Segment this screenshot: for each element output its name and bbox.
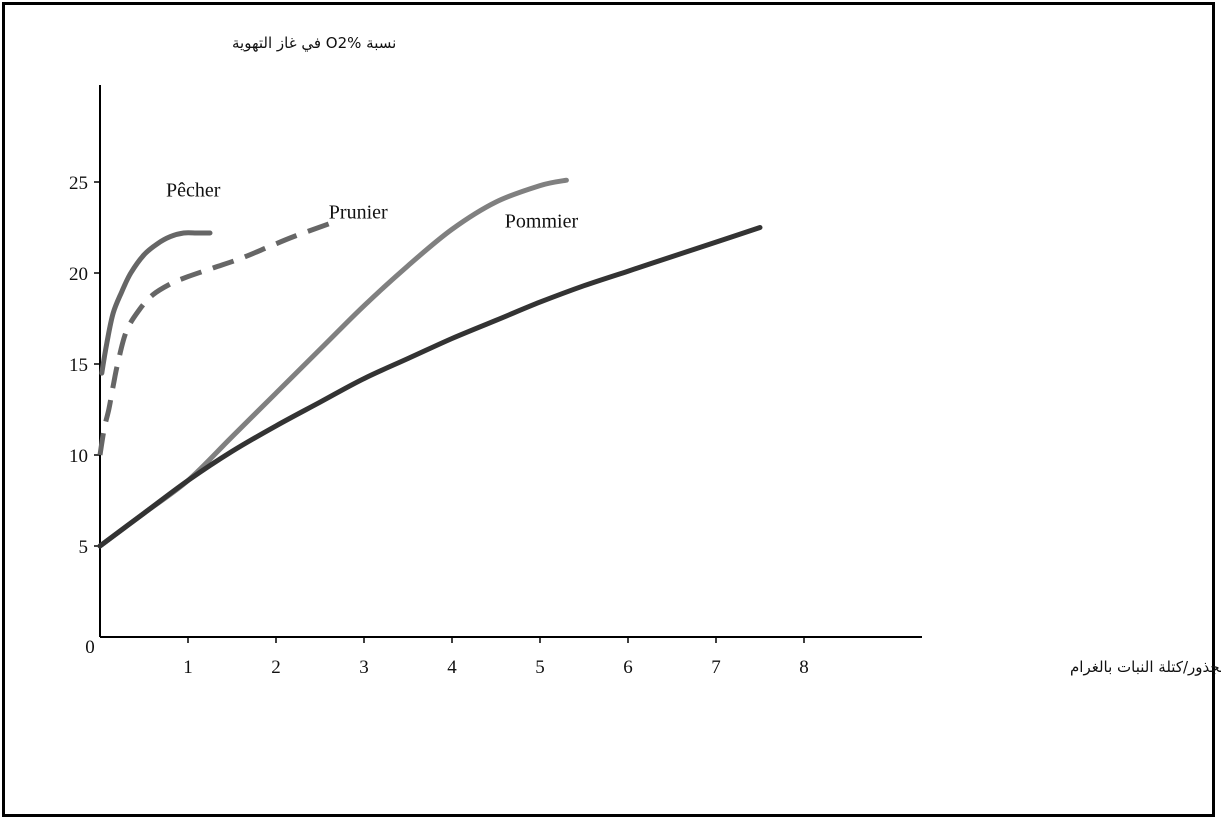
y-tick-label: 25	[69, 173, 88, 194]
series-line-prunier	[97, 221, 330, 456]
x-tick-label: 0	[85, 637, 95, 658]
x-tick-label: 5	[535, 657, 545, 678]
series-line-pommier	[97, 225, 763, 549]
x-tick-label: 3	[359, 657, 369, 678]
y-tick-label: 10	[69, 446, 88, 467]
axes: 0 1 2 3 4 5 6 7 8 5 10 15 20 25	[69, 85, 922, 678]
x-tick-label: 7	[711, 657, 721, 678]
x-axis-title: كتلة الجذور/كتلة النبات بالغرام	[1070, 658, 1221, 676]
y-tick-label: 20	[69, 264, 88, 285]
x-tick-label: 8	[799, 657, 809, 678]
x-tick-label: 6	[623, 657, 633, 678]
y-axis-title: نسبة O2% في غاز التهوية	[232, 34, 396, 53]
series-label-pommier: Pommier	[505, 211, 579, 233]
series-line-pecher	[99, 230, 213, 376]
labels-layer: Pêcher Prunier Pommier	[166, 180, 578, 233]
y-tick-label: 15	[69, 355, 88, 376]
y-tick-label: 5	[79, 537, 89, 558]
x-tick-label: 2	[271, 657, 281, 678]
series-label-pecher: Pêcher	[166, 180, 221, 202]
series-layer	[97, 177, 763, 549]
x-tick-label: 1	[183, 657, 193, 678]
series-label-prunier: Prunier	[329, 201, 388, 223]
x-tick-label: 4	[447, 657, 457, 678]
